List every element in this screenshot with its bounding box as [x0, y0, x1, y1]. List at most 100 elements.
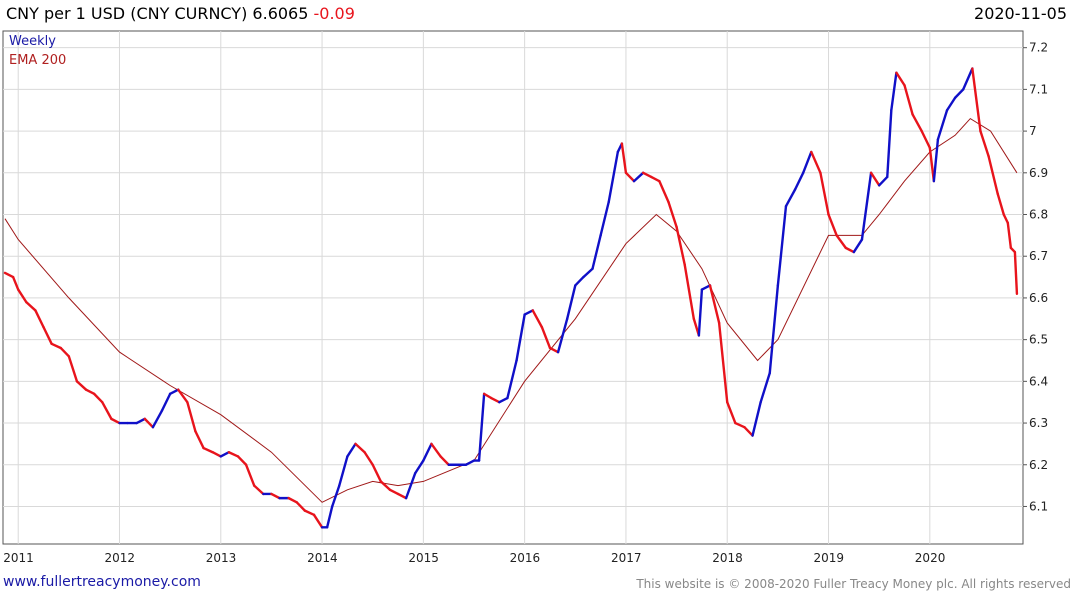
- y-tick-label: 6.7: [1029, 249, 1048, 263]
- weekly-price-segment: [776, 204, 788, 287]
- copyright-notice: This website is © 2008-2020 Fuller Treac…: [636, 577, 1071, 591]
- weekly-price-segment: [371, 463, 383, 483]
- weekly-price-segment: [844, 246, 856, 254]
- y-tick-label: 7.2: [1029, 41, 1048, 55]
- weekly-price-segment: [890, 71, 898, 112]
- ema-200-line: [4, 117, 1018, 503]
- weekly-price-segment: [287, 496, 298, 504]
- instrument-title: CNY per 1 USD (CNY CURNCY): [6, 4, 248, 23]
- weekly-price-segment: [388, 488, 400, 496]
- weekly-price-segment: [591, 234, 602, 270]
- y-tick-label: 6.8: [1029, 208, 1048, 222]
- weekly-price-segment: [92, 392, 104, 404]
- x-tick-label: 2012: [104, 551, 135, 565]
- weekly-price-segment: [996, 192, 1005, 216]
- weekly-price-segment: [490, 396, 501, 404]
- chart-header: CNY per 1 USD (CNY CURNCY) 6.6065 -0.09: [6, 4, 355, 23]
- y-tick-label: 6.2: [1029, 458, 1048, 472]
- weekly-price-segment: [59, 346, 71, 358]
- plot-frame: [2, 30, 1024, 545]
- weekly-price-segment: [886, 109, 893, 179]
- legend-weekly: Weekly: [9, 34, 56, 49]
- legend-ema: EMA 200: [9, 53, 66, 68]
- weekly-price-segment: [683, 263, 696, 320]
- weekly-price-segment: [903, 84, 914, 116]
- weekly-price-segment: [244, 463, 256, 487]
- y-tick-label: 6.3: [1029, 416, 1048, 430]
- weekly-price-segment: [253, 484, 265, 496]
- x-tick-label: 2017: [611, 551, 642, 565]
- weekly-price-segment: [641, 171, 653, 179]
- weekly-price-segment: [346, 442, 357, 458]
- weekly-price-segment: [1006, 221, 1013, 250]
- weekly-price-segment: [531, 309, 544, 329]
- weekly-price-segment: [708, 284, 721, 325]
- weekly-price-segment: [751, 400, 762, 437]
- weekly-price-segment: [945, 96, 957, 112]
- weekly-price-segment: [422, 442, 433, 462]
- weekly-price-segment: [928, 146, 936, 183]
- weekly-price-segment: [325, 505, 334, 529]
- weekly-price-segment: [574, 275, 585, 287]
- weekly-price-segment: [295, 501, 307, 512]
- weekly-price-segment: [911, 113, 923, 133]
- weekly-price-segment: [932, 138, 940, 183]
- y-tick-label: 6.1: [1029, 499, 1048, 513]
- weekly-price-segment: [860, 171, 873, 241]
- weekly-price-segment: [819, 171, 830, 216]
- weekly-price-segment: [363, 451, 374, 466]
- weekly-price-segment: [556, 317, 569, 354]
- weekly-price-segment: [599, 200, 610, 237]
- weekly-price-segment: [987, 154, 999, 195]
- x-tick-label: 2011: [3, 551, 34, 565]
- weekly-price-segment: [464, 459, 476, 466]
- weekly-price-segment: [396, 492, 408, 500]
- weekly-price-segment: [835, 234, 847, 250]
- weekly-price-segment: [658, 179, 670, 204]
- weekly-price-segment: [936, 109, 949, 141]
- weekly-price-segment: [768, 284, 780, 375]
- weekly-price-segment: [717, 321, 729, 404]
- weekly-price-segment: [784, 188, 797, 208]
- weekly-price-segment: [540, 325, 552, 350]
- weekly-price-segment: [50, 342, 62, 350]
- weekly-price-segment: [303, 509, 316, 517]
- weekly-price-segment: [827, 213, 838, 237]
- last-price: 6.6065: [252, 4, 309, 23]
- weekly-price-segment: [219, 451, 231, 458]
- weekly-price-segment: [151, 409, 164, 429]
- weekly-price-segment: [971, 67, 982, 133]
- grid-layer: [3, 31, 1023, 544]
- weekly-price-segment: [177, 388, 189, 404]
- weekly-price-segment: [962, 67, 974, 91]
- x-tick-label: 2015: [408, 551, 439, 565]
- x-tick-label: 2013: [206, 551, 237, 565]
- weekly-price-segment: [168, 388, 180, 396]
- y-tick-label: 7: [1029, 124, 1037, 138]
- weekly-price-segment: [793, 171, 805, 191]
- y-tick-label: 6.9: [1029, 166, 1048, 180]
- weekly-price-segment: [1013, 250, 1019, 295]
- weekly-price-segment: [354, 442, 366, 454]
- weekly-price-segment: [1002, 213, 1010, 225]
- weekly-price-segment: [920, 129, 932, 149]
- x-tick-label: 2019: [814, 551, 845, 565]
- weekly-price-segment: [236, 455, 248, 466]
- price-change: -0.09: [313, 4, 355, 23]
- ema-layer: [4, 117, 1018, 503]
- weekly-price-segment: [734, 421, 746, 429]
- weekly-price-segment: [801, 150, 813, 175]
- weekly-price-segment: [160, 392, 172, 412]
- chart-date: 2020-11-05: [974, 4, 1067, 23]
- weekly-price-segment: [548, 346, 560, 354]
- x-tick-label: 2014: [307, 551, 338, 565]
- x-tick-label: 2016: [510, 551, 541, 565]
- axis-layer: 6.1 6.2 6.3 6.4 6.5 6.6 6.7 6.8 6.9 7 7.1 7.2 2011 20…: [3, 41, 1048, 565]
- y-tick-label: 6.6: [1029, 291, 1048, 305]
- weekly-price-segment: [650, 175, 661, 183]
- site-link[interactable]: www.fullertreacymoney.com: [3, 574, 201, 590]
- weekly-price-segment: [810, 150, 822, 175]
- y-tick-label: 7.1: [1029, 82, 1048, 96]
- weekly-price-segment: [607, 150, 620, 204]
